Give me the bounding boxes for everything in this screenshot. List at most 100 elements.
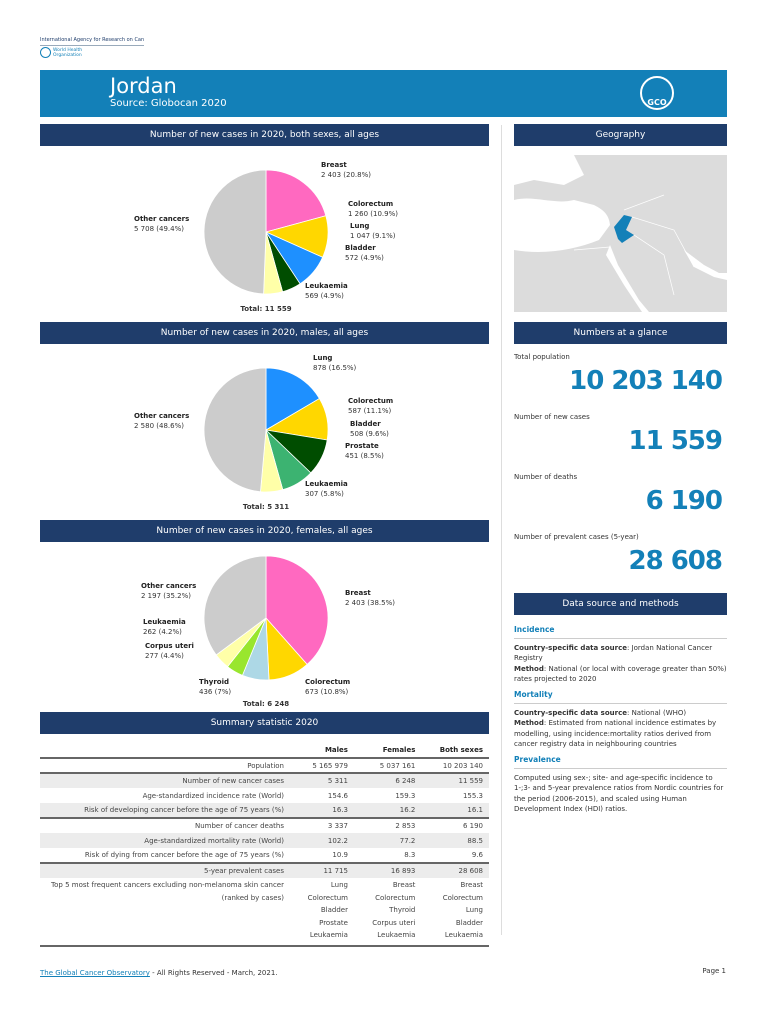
pie-slice-lung — [265, 367, 320, 431]
pie-slice-other-cancers — [203, 367, 267, 493]
gco-link[interactable]: The Global Cancer Observatory — [40, 969, 150, 977]
datasource-header: Data source and methods — [514, 593, 727, 615]
row-label: Age-standardized incidence rate (World) — [142, 791, 284, 800]
label-lung: Lung 878 (16.5%) — [313, 354, 357, 372]
table-row: Age-standardized mortality rate (World) 1… — [40, 833, 489, 848]
row-label: Number of new cancer cases — [40, 772, 290, 788]
table-cell: 11 559 — [421, 772, 489, 788]
row-label: Age-standardized mortality rate (World) — [40, 833, 290, 848]
table-cell: 16.1 — [421, 803, 489, 818]
total-males: Total: 5 311 — [242, 503, 290, 511]
pie-slice-other-cancers — [203, 555, 267, 656]
label-corpus-uteri: Corpus uteri 277 (4.4%) — [145, 642, 194, 660]
row-label: 5-year prevalent cases — [40, 862, 290, 878]
table-row: Age-standardized incidence rate (World) 1… — [40, 788, 489, 803]
chart-header-females: Number of new cases in 2020, females, al… — [40, 520, 489, 542]
table-cell: 8.3 — [404, 851, 416, 859]
table-cell: 10 203 140 — [442, 761, 483, 770]
pie-slice-breast — [265, 555, 329, 665]
table-row-top5: Top 5 most frequent cancers excluding no… — [40, 878, 489, 947]
incidence-section: Incidence Country-specific data source: … — [514, 625, 727, 683]
table-cell: 159.3 — [395, 791, 416, 800]
table-cell: 5 165 979 — [312, 761, 348, 770]
table-cell: 16.2 — [353, 803, 422, 818]
label-lung: Lung 1 047 (9.1%) — [350, 222, 396, 240]
label-thyroid: Thyroid 436 (7%) — [199, 678, 232, 696]
label-breast: Breast 2 403 (20.8%) — [321, 161, 371, 179]
country-banner: Jordan Source: Globocan 2020 GCO — [40, 70, 727, 117]
new-cases-label: Number of new cases — [514, 413, 590, 421]
table-cell: 77.2 — [353, 833, 422, 848]
incidence-heading: Incidence — [514, 625, 727, 639]
label-breast: Breast 2 403 (38.5%) — [345, 589, 395, 607]
top5-cell: Breast Colorectum Thyroid Corpus uteri Leuka… — [353, 878, 422, 947]
label-colorectum: Colorectum 1 260 (10.9%) — [348, 200, 398, 218]
sea-mediterranean — [514, 198, 610, 252]
table-row: Number of cancer deaths 3 337 2 853 6 190 — [40, 817, 489, 833]
page-number: Page 1 — [702, 967, 726, 975]
table-row: Number of new cancer cases 5 311 6 248 11 5… — [40, 772, 489, 788]
row-label: Population — [247, 761, 284, 770]
label-colorectum: Colorectum 587 (11.1%) — [348, 397, 394, 415]
table-row: Risk of dying from cancer before the age… — [40, 848, 489, 863]
row-label: Risk of dying from cancer before the age… — [84, 851, 284, 859]
sea-gulf — [684, 250, 727, 280]
glance-header: Numbers at a glance — [514, 322, 727, 344]
deaths-value: 6 190 — [645, 486, 723, 516]
table-cell: 155.3 — [462, 791, 483, 800]
who-emblem-icon — [40, 47, 51, 58]
label-leukaemia: Leukaemia 569 (4.9%) — [305, 282, 348, 300]
label-bladder: Bladder 572 (4.9%) — [345, 244, 384, 262]
pie-charts — [203, 169, 329, 681]
table-cell: 2 853 — [353, 817, 422, 833]
source-subtitle: Source: Globocan 2020 — [110, 98, 227, 109]
column-divider — [501, 125, 502, 935]
top5-cell: Lung Colorectum Bladder Prostate Leukaemia — [290, 878, 354, 947]
prevalent-label: Number of prevalent cases (5-year) — [514, 533, 639, 541]
table-cell: 5 037 161 — [379, 761, 416, 770]
summary-table: Males Females Both sexes Population 5 165 9… — [40, 743, 489, 947]
pie-slice-other-cancers — [203, 169, 267, 295]
row-label: Number of cancer deaths — [40, 817, 290, 833]
new-cases-value: 11 559 — [628, 426, 723, 456]
label-prostate: Prostate 451 (8.5%) — [345, 442, 384, 460]
row-label: Top 5 most frequent cancers excluding no… — [40, 878, 290, 947]
label-bladder: Bladder 508 (9.6%) — [350, 420, 389, 438]
table-cell: 16 893 — [353, 862, 422, 878]
table-cell: 5 311 — [290, 772, 354, 788]
label-other: Other cancers 5 708 (49.4%) — [134, 215, 190, 233]
table-cell: 28 608 — [421, 862, 489, 878]
prevalence-heading: Prevalence — [514, 755, 727, 769]
footer: The Global Cancer Observatory - All Righ… — [40, 969, 278, 977]
pie-slice-breast — [265, 169, 327, 233]
prevalence-section: Prevalence Computed using sex-; site- an… — [514, 755, 727, 815]
table-cell: 16.3 — [290, 803, 354, 818]
chart-header-males: Number of new cases in 2020, males, all … — [40, 322, 489, 344]
table-cell: 154.6 — [327, 791, 348, 800]
row-label: Risk of developing cancer before the age… — [40, 803, 290, 818]
label-leukaemia: Leukaemia 307 (5.8%) — [305, 480, 348, 498]
label-other: Other cancers 2 197 (35.2%) — [141, 582, 197, 600]
prevalent-value: 28 608 — [628, 546, 723, 576]
label-colorectum: Colorectum 673 (10.8%) — [305, 678, 351, 696]
table-cell: 102.2 — [290, 833, 354, 848]
total-females: Total: 6 248 — [242, 700, 290, 708]
table-row: 5-year prevalent cases 11 715 16 893 28 608 — [40, 862, 489, 878]
table-cell: 6 248 — [353, 772, 422, 788]
sea-red — [606, 245, 649, 312]
geography-map — [514, 155, 727, 312]
label-other: Other cancers 2 580 (48.6%) — [134, 412, 190, 430]
chart-header-both: Number of new cases in 2020, both sexes,… — [40, 124, 489, 146]
summary-header: Summary statistic 2020 — [40, 712, 489, 734]
label-leukaemia: Leukaemia 262 (4.2%) — [143, 618, 186, 636]
deaths-label: Number of deaths — [514, 473, 578, 481]
table-cell: 9.6 — [471, 851, 483, 859]
jordan-highlight — [614, 215, 634, 243]
table-row: Population 5 165 979 5 037 161 10 203 140 — [40, 758, 489, 773]
table-cell: 6 190 — [421, 817, 489, 833]
who-text: World Health Organization — [53, 47, 83, 58]
table-row: Risk of developing cancer before the age… — [40, 803, 489, 818]
mortality-heading: Mortality — [514, 690, 727, 704]
geography-header: Geography — [514, 124, 727, 146]
page-title: Jordan — [110, 74, 177, 98]
